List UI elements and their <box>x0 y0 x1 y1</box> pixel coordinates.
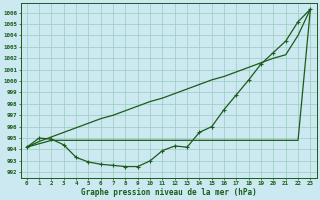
X-axis label: Graphe pression niveau de la mer (hPa): Graphe pression niveau de la mer (hPa) <box>81 188 256 197</box>
